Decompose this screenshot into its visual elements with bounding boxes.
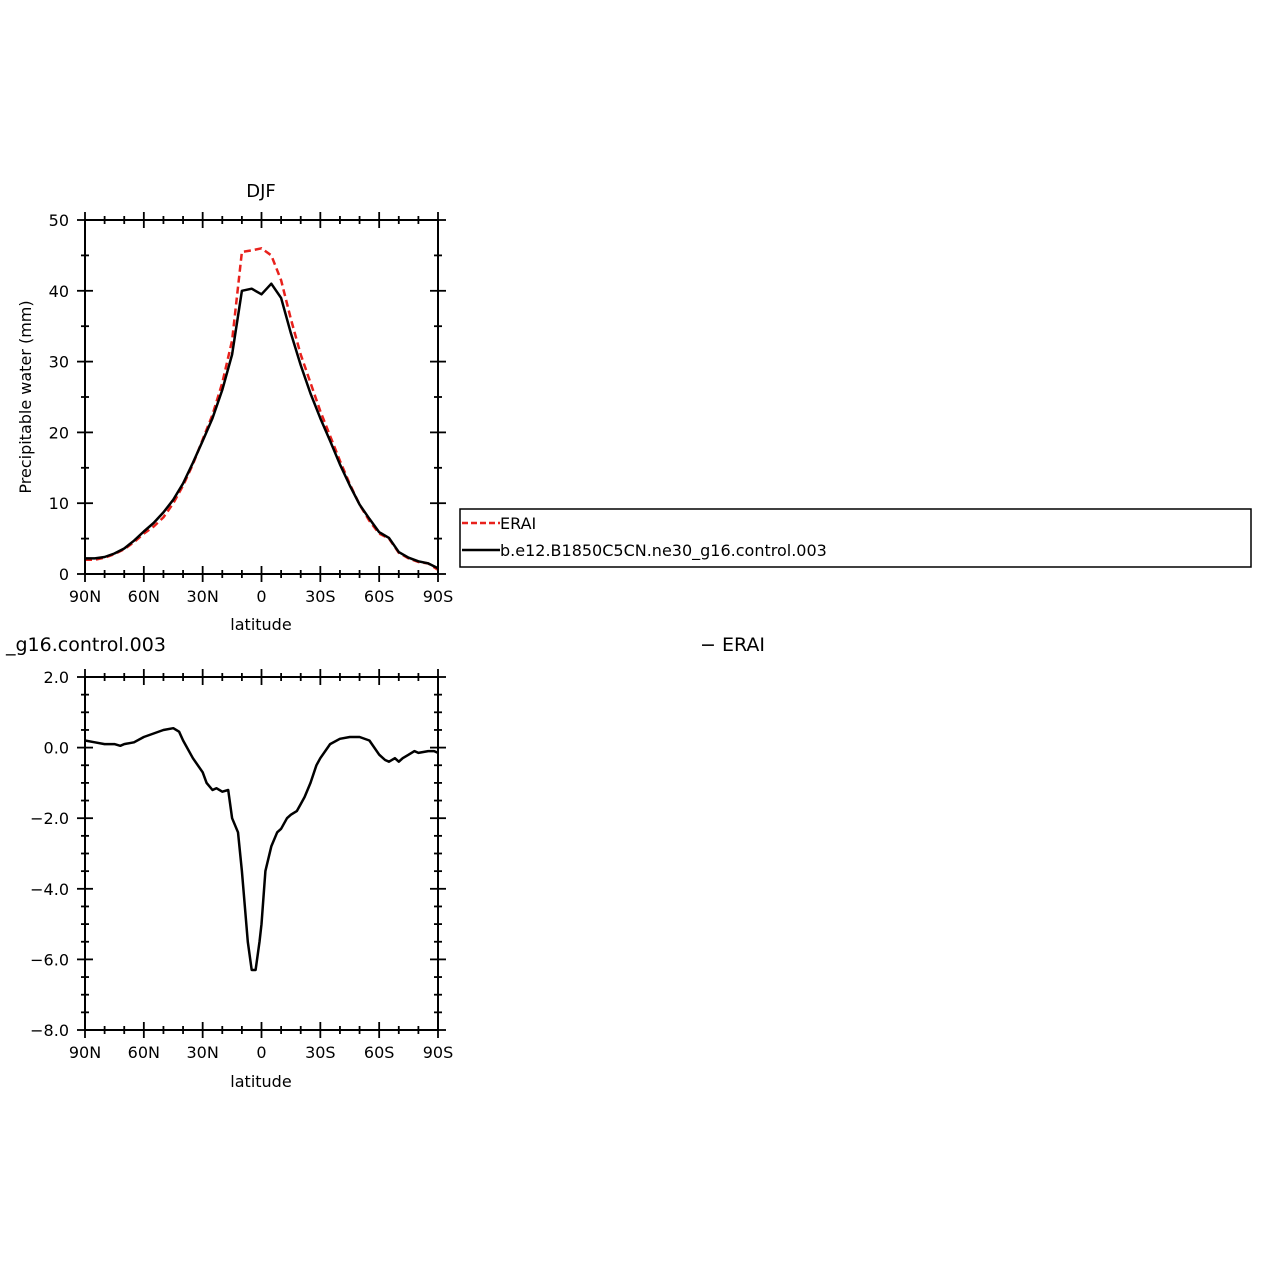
x-tick-label: 30N: [187, 1043, 219, 1062]
x-tick-label: 60N: [128, 1043, 160, 1062]
x-tick-label: 60N: [128, 587, 160, 606]
top-chart-y-axis-label: Precipitable water (mm): [16, 300, 35, 493]
bottom-chart-y-axis-label: Precipitable water (mm): [22, 756, 41, 949]
x-tick-label: 90N: [69, 1043, 101, 1062]
series-line-0-0: [85, 247, 439, 571]
x-tick-label: 30S: [305, 587, 336, 606]
series-line-0-1: [85, 282, 439, 570]
legend-label-model: b.e12.B1850C5CN.ne30_g16.control.003: [500, 541, 827, 561]
top-chart-title: DJF: [246, 181, 276, 202]
bottom-chart-plot-frame: [84, 676, 439, 1031]
x-tick-label: 90S: [423, 587, 454, 606]
y-tick-label: 10: [49, 494, 69, 513]
series-line-1-0: [84, 726, 439, 972]
y-tick-label: −6.0: [30, 950, 69, 969]
bottom-chart-panel: _g16.control.003 − ERAI 90N 60N 30N 0 30S 60S…: [5, 634, 765, 1091]
legend-label-erai: ERAI: [500, 514, 536, 533]
y-tick-label: −2.0: [30, 809, 69, 828]
legend-box: [459, 508, 1252, 568]
y-tick-label: 30: [49, 353, 69, 372]
x-tick-label: 0: [256, 587, 266, 606]
x-tick-label: 60S: [364, 1043, 395, 1062]
x-tick-label: 30S: [305, 1043, 336, 1062]
top-chart-x-axis-label: latitude: [230, 615, 291, 634]
bottom-chart-title-right: − ERAI: [700, 634, 765, 656]
x-tick-label: 0: [256, 1043, 266, 1062]
bottom-chart-x-axis-label: latitude: [230, 1072, 291, 1091]
y-tick-label: −4.0: [30, 880, 69, 899]
x-tick-label: 30N: [187, 587, 219, 606]
y-tick-label: 0.0: [44, 739, 69, 758]
legend: ERAI b.e12.B1850C5CN.ne30_g16.control.00…: [459, 508, 1252, 568]
y-tick-label: 2.0: [44, 668, 69, 687]
top-chart-plot-frame: [84, 219, 439, 575]
x-tick-label: 90S: [423, 1043, 454, 1062]
bottom-chart-title-left: _g16.control.003: [5, 634, 166, 656]
y-tick-label: 40: [49, 282, 69, 301]
top-chart-panel: DJF 90N 60N 30N 0 30S 60S 90S 0 10 20 30 40 50 lati…: [16, 181, 453, 634]
y-tick-label: 0: [59, 565, 69, 584]
x-tick-label: 90N: [69, 587, 101, 606]
x-tick-label: 60S: [364, 587, 395, 606]
y-tick-label: 50: [49, 211, 69, 230]
y-tick-label: 20: [49, 423, 69, 442]
y-tick-label: −8.0: [30, 1021, 69, 1040]
